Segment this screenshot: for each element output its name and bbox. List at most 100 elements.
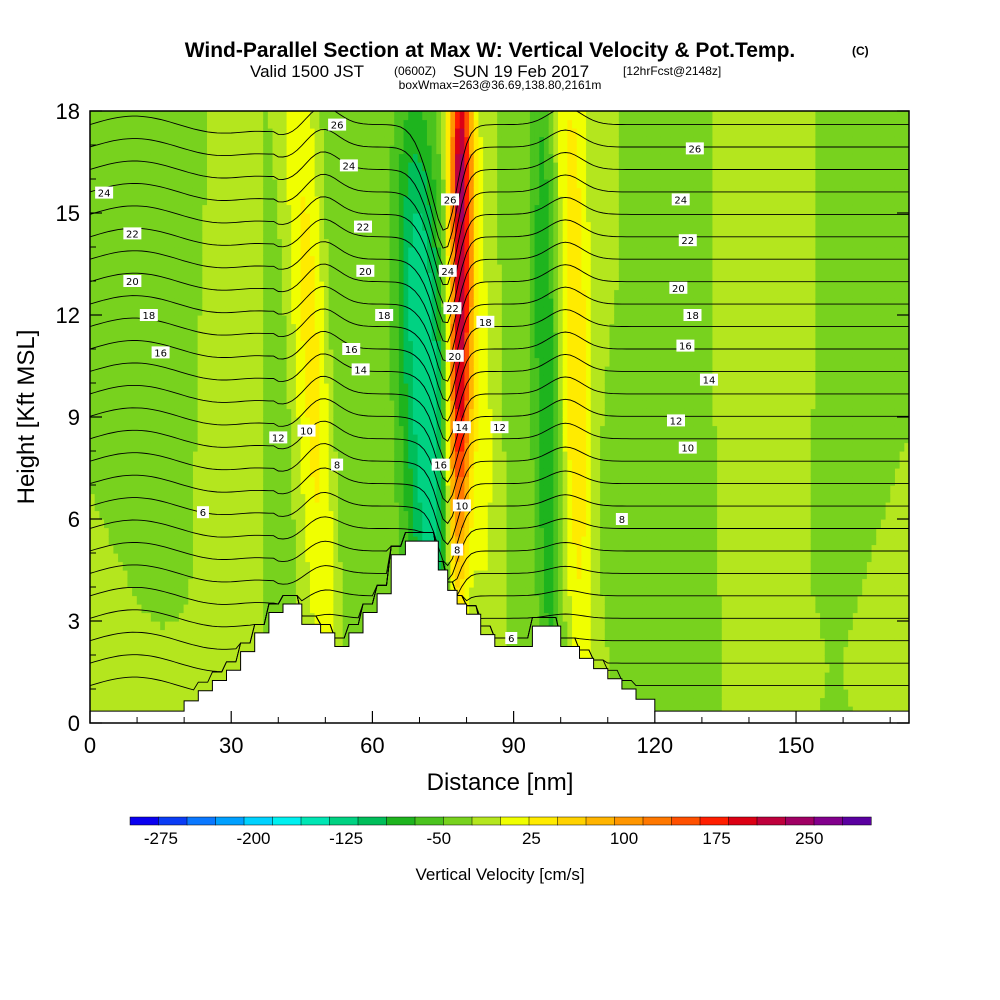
w-cell (286, 570, 292, 580)
w-cell (366, 519, 372, 529)
w-cell (394, 213, 400, 223)
w-cell (127, 145, 133, 155)
w-cell (380, 332, 386, 342)
w-cell (263, 578, 269, 588)
w-cell (136, 332, 143, 342)
w-cell (263, 145, 269, 155)
w-cell (244, 170, 250, 180)
w-cell (211, 604, 217, 614)
w-cell (230, 119, 236, 129)
w-cell (169, 578, 175, 588)
w-cell (104, 153, 110, 163)
w-cell (384, 179, 391, 189)
w-cell (164, 332, 171, 342)
w-cell (230, 578, 236, 588)
w-cell (132, 417, 138, 427)
w-cell (291, 298, 297, 308)
w-cell (169, 553, 175, 563)
w-cell (291, 553, 297, 563)
w-cell (309, 561, 316, 571)
w-cell (225, 502, 231, 512)
w-cell (300, 221, 306, 231)
w-cell (258, 204, 264, 214)
w-cell (291, 570, 297, 580)
w-cell (291, 536, 297, 546)
w-cell (197, 595, 203, 605)
w-cell (192, 170, 199, 180)
w-cell (408, 323, 414, 333)
w-cell (90, 230, 96, 240)
w-cell (211, 519, 217, 529)
w-cell (305, 391, 311, 401)
w-cell (324, 595, 330, 605)
w-cell (398, 544, 405, 554)
w-cell (104, 621, 110, 631)
w-cell (356, 570, 363, 580)
w-cell (127, 264, 133, 274)
w-cell (272, 553, 278, 563)
w-cell (258, 527, 264, 537)
w-cell (230, 663, 236, 673)
w-cell (164, 434, 171, 444)
w-cell (291, 136, 297, 146)
w-cell (178, 247, 185, 257)
w-cell (324, 570, 330, 580)
w-cell (202, 374, 208, 384)
w-cell (235, 221, 241, 231)
w-cell (249, 145, 255, 155)
w-cell (174, 519, 180, 529)
w-cell (277, 230, 283, 240)
w-cell (389, 145, 395, 155)
w-cell (122, 162, 129, 172)
w-cell (370, 349, 377, 359)
w-cell (99, 230, 105, 240)
w-cell (295, 111, 302, 121)
w-cell (122, 145, 129, 155)
w-cell (132, 119, 138, 129)
w-cell (309, 255, 316, 265)
w-cell (132, 697, 138, 707)
w-cell (267, 136, 274, 146)
w-cell (370, 442, 377, 452)
w-cell (174, 536, 180, 546)
w-cell (188, 357, 194, 367)
w-cell (127, 689, 133, 699)
w-cell (90, 255, 96, 265)
w-cell (155, 187, 161, 197)
w-cell (267, 213, 274, 223)
w-cell (122, 595, 129, 605)
w-cell (408, 366, 414, 376)
w-cell (324, 519, 330, 529)
w-cell (380, 502, 386, 512)
w-cell (197, 298, 203, 308)
w-cell (207, 357, 213, 367)
w-cell (150, 179, 157, 189)
w-cell (136, 255, 143, 265)
w-cell (141, 587, 147, 597)
w-cell (305, 221, 311, 231)
w-cell (99, 612, 105, 622)
w-cell (356, 587, 363, 597)
w-cell (366, 391, 372, 401)
w-cell (403, 264, 409, 274)
w-cell (225, 561, 231, 571)
w-cell (188, 629, 194, 639)
w-cell (230, 136, 236, 146)
w-cell (267, 374, 274, 384)
w-cell (305, 485, 311, 495)
w-cell (352, 468, 358, 478)
w-cell (178, 468, 185, 478)
w-cell (394, 493, 400, 503)
w-cell (127, 187, 133, 197)
w-cell (150, 425, 157, 435)
w-cell (169, 476, 175, 486)
w-cell (216, 638, 222, 648)
w-cell (249, 221, 255, 231)
w-cell (160, 434, 166, 444)
w-cell (122, 332, 129, 342)
w-cell (338, 315, 344, 325)
w-cell (267, 604, 274, 614)
w-cell (160, 315, 166, 325)
w-cell (380, 527, 386, 537)
w-cell (169, 468, 175, 478)
